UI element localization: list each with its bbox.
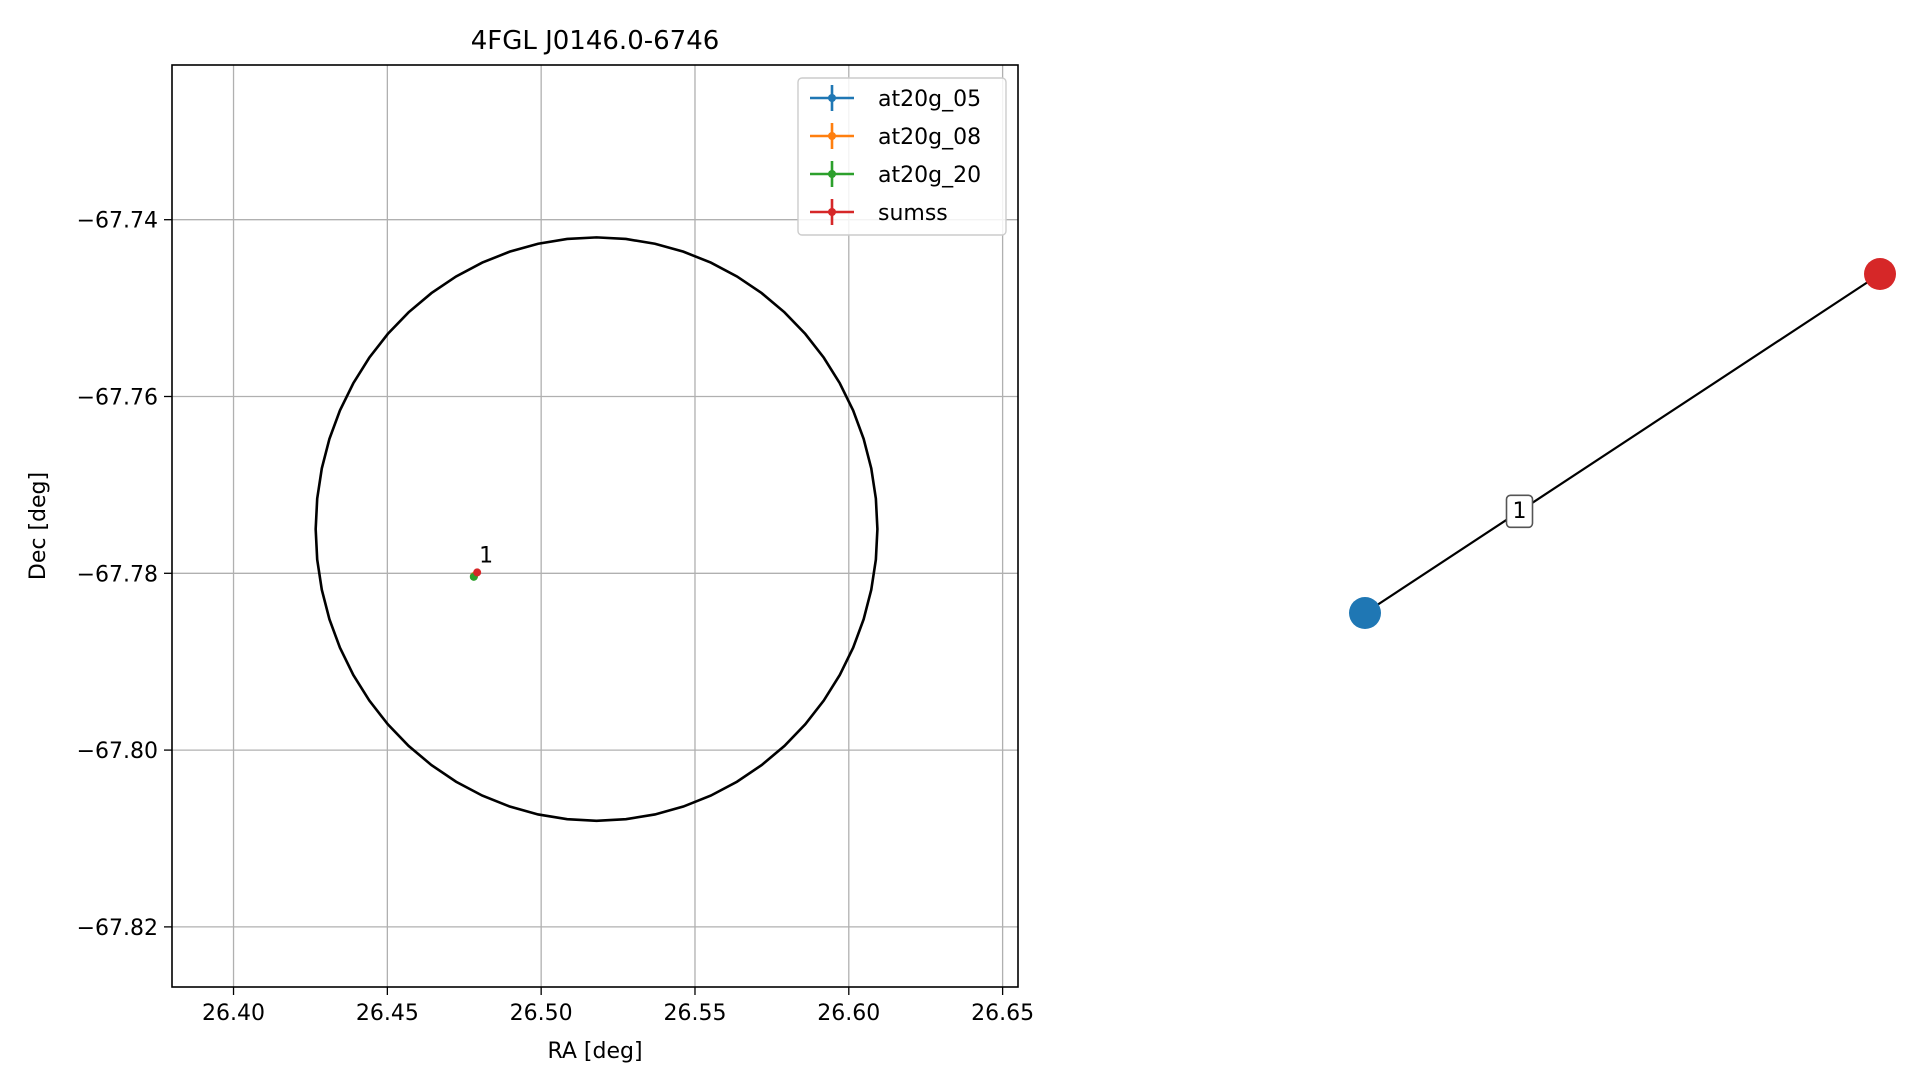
sky-plot: 4FGL J0146.0-6746 1 26.40 26.45 26.50 26.55… — [26, 26, 1034, 1064]
network-nodes — [1349, 258, 1896, 629]
legend-item-at20g_20: at20g_20 — [810, 161, 981, 188]
y-tick-label: −67.78 — [77, 562, 158, 587]
edge-label-box — [1505, 494, 1534, 529]
y-axis-ticks: −67.74 −67.76 −67.78 −67.80 −67.82 — [77, 209, 172, 941]
network-graph: 1 — [1349, 258, 1896, 629]
y-tick-label: −67.82 — [77, 916, 158, 941]
y-tick-label: −67.76 — [77, 385, 158, 410]
network-edge — [1364, 273, 1881, 614]
x-tick-label: 26.50 — [510, 1001, 573, 1026]
legend-label: at20g_20 — [878, 163, 981, 188]
legend-frame — [797, 77, 1007, 236]
legend-swatch-dot — [828, 170, 836, 178]
x-axis-label: RA [deg] — [547, 1039, 642, 1064]
y-tick-label: −67.80 — [77, 739, 158, 764]
legend-item-at20g_05: at20g_05 — [810, 85, 981, 112]
y-tick-label: −67.74 — [77, 209, 158, 234]
network-edge-label: 1 — [1505, 494, 1534, 529]
legend-swatch-dot — [828, 208, 836, 216]
x-tick-label: 26.65 — [971, 1001, 1034, 1026]
source-markers — [469, 568, 482, 581]
edge-label-text: 1 — [1513, 499, 1527, 524]
plot-title: 4FGL J0146.0-6746 — [471, 26, 720, 56]
error-ellipse — [314, 236, 879, 823]
legend-label: at20g_05 — [878, 87, 981, 112]
source-marker-sumss — [473, 568, 482, 577]
legend-label: sumss — [878, 201, 948, 226]
plot-frame — [171, 64, 1019, 988]
legend-swatch-dot — [828, 132, 836, 140]
x-tick-label: 26.40 — [202, 1001, 265, 1026]
x-tick-label: 26.45 — [356, 1001, 419, 1026]
y-axis-label: Dec [deg] — [26, 472, 51, 580]
x-axis-ticks: 26.40 26.45 26.50 26.55 26.60 26.65 — [202, 987, 1034, 1026]
legend-item-sumss: sumss — [810, 199, 948, 226]
legend-item-at20g_08: at20g_08 — [810, 123, 981, 150]
legend-label: at20g_08 — [878, 125, 981, 150]
network-node-red — [1864, 258, 1896, 290]
legend-swatch-dot — [828, 94, 836, 102]
network-node-blue — [1349, 597, 1381, 629]
point-annotation: 1 — [479, 543, 493, 568]
x-tick-label: 26.55 — [663, 1001, 726, 1026]
x-tick-label: 26.60 — [817, 1001, 880, 1026]
